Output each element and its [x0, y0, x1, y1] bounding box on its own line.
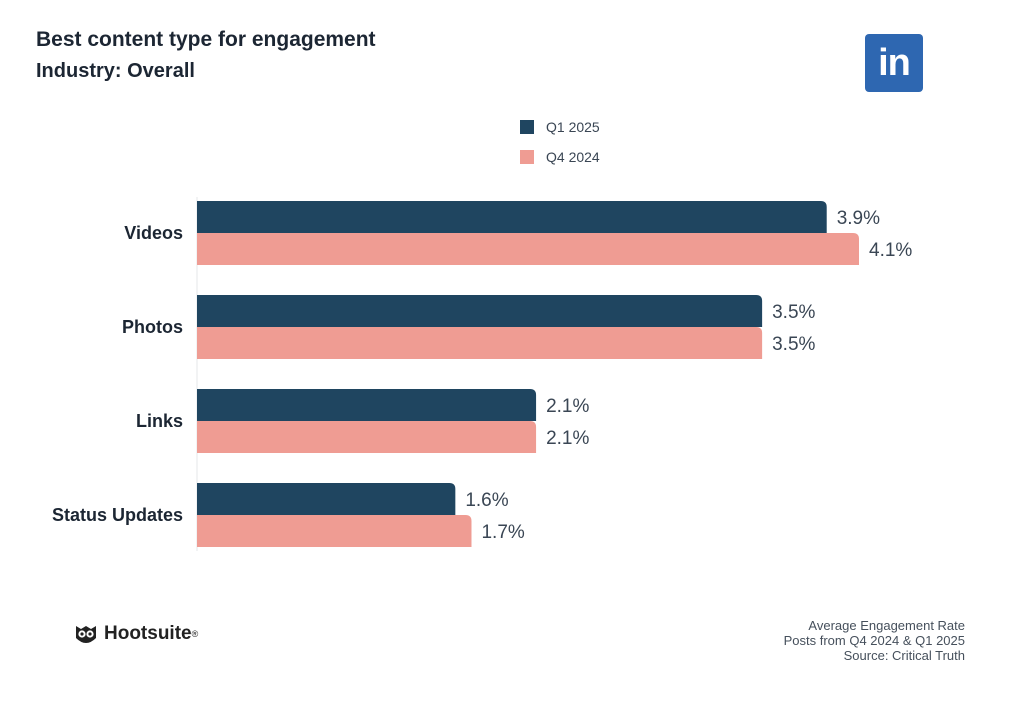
data-label-status-updates-q4-2024: 1.7%	[481, 522, 524, 543]
linkedin-icon: in	[865, 34, 923, 92]
bar-links-q4-2024	[197, 421, 537, 453]
legend-label-q1-2025: Q1 2025	[546, 119, 600, 135]
footnote-line-metric: Average Engagement Rate	[808, 618, 965, 633]
bar-status-updates-q1-2025	[197, 483, 456, 515]
category-label-links: Links	[136, 411, 183, 431]
owl-icon	[76, 626, 96, 643]
footnote-line-period: Posts from Q4 2024 & Q1 2025	[783, 633, 965, 648]
legend-swatch-q1-2025	[520, 120, 534, 134]
data-label-links-q4-2024: 2.1%	[546, 428, 589, 449]
bar-photos-q1-2025	[197, 295, 763, 327]
source-footnote: Average Engagement Rate Posts from Q4 20…	[784, 618, 965, 663]
registered-mark: ®	[191, 629, 199, 639]
category-label-photos: Photos	[122, 317, 183, 337]
hootsuite-brand-text: Hootsuite	[104, 623, 192, 644]
bar-videos-q1-2025	[197, 201, 827, 233]
hootsuite-logo: Hootsuite ®	[72, 620, 198, 648]
bar-videos-q4-2024	[197, 233, 859, 265]
legend: Q1 2025 Q4 2024	[520, 117, 600, 177]
category-label-status-updates: Status Updates	[52, 505, 183, 525]
bar-photos-q4-2024	[197, 327, 763, 359]
chart-title: Best content type for engagement	[36, 28, 376, 51]
data-label-videos-q1-2025: 3.9%	[837, 208, 880, 229]
category-label-videos: Videos	[124, 223, 183, 243]
data-label-links-q1-2025: 2.1%	[546, 396, 589, 417]
legend-item-q4-2024: Q4 2024	[520, 147, 600, 167]
bar-status-updates-q4-2024	[197, 515, 472, 547]
data-label-videos-q4-2024: 4.1%	[869, 240, 912, 261]
data-label-status-updates-q1-2025: 1.6%	[465, 490, 508, 511]
chart-subtitle: Industry: Overall	[36, 60, 195, 82]
linkedin-logo-text: in	[878, 41, 911, 84]
data-label-photos-q4-2024: 3.5%	[772, 334, 815, 355]
legend-item-q1-2025: Q1 2025	[520, 117, 600, 137]
legend-swatch-q4-2024	[520, 150, 534, 164]
data-label-photos-q1-2025: 3.5%	[772, 302, 815, 323]
legend-label-q4-2024: Q4 2024	[546, 149, 600, 165]
bar-links-q1-2025	[197, 389, 537, 421]
footnote-line-source: Source: Critical Truth	[843, 648, 965, 663]
